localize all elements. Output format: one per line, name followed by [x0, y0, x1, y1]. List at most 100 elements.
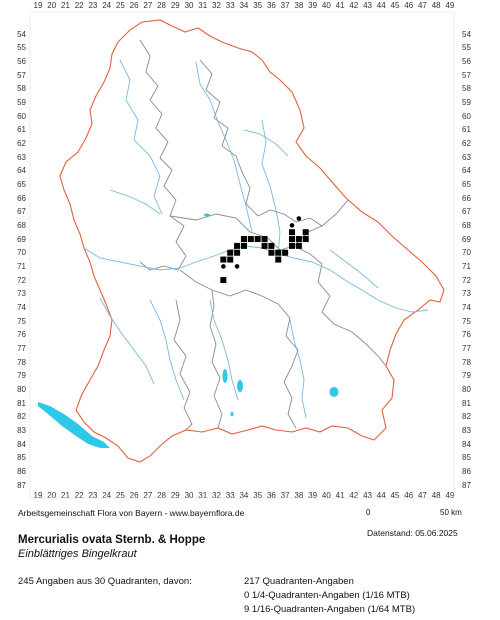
x-tick-label: 45	[390, 491, 400, 500]
x-tick-label: 21	[61, 1, 70, 10]
y-tick-label: 81	[462, 398, 471, 408]
y-tick-label: 82	[462, 412, 471, 422]
x-tick-label: 24	[102, 1, 112, 10]
x-tick-label: 42	[349, 1, 359, 10]
y-tick-label: 64	[462, 166, 471, 176]
occurrence-quadrant	[289, 229, 296, 236]
x-tick-label: 23	[88, 491, 98, 500]
y-tick-label: 66	[17, 193, 26, 203]
occurrence-dot	[296, 216, 302, 221]
x-tick-label: 46	[404, 491, 414, 500]
x-tick-label: 26	[129, 1, 139, 10]
y-tick-label: 78	[17, 357, 26, 367]
y-tick-label: 80	[462, 384, 471, 394]
x-tick-label: 33	[225, 491, 235, 500]
x-tick-label: 35	[253, 491, 263, 500]
x-tick-label: 45	[390, 1, 400, 10]
occurrence-quadrant	[254, 236, 261, 243]
x-tick-label: 22	[74, 1, 84, 10]
common-name: Einblättriges Bingelkraut	[18, 548, 137, 560]
x-tick-label: 32	[212, 491, 221, 500]
y-tick-label: 60	[462, 111, 471, 121]
occurrence-quadrant	[268, 249, 275, 256]
y-tick-label: 77	[17, 343, 26, 353]
y-tick-label: 59	[17, 97, 26, 107]
y-tick-label: 83	[17, 425, 26, 435]
y-tick-label: 74	[462, 302, 471, 312]
y-tick-label: 67	[462, 207, 471, 217]
occurrence-quadrants	[220, 229, 309, 284]
occurrence-dot	[282, 250, 288, 256]
y-tick-label: 70	[462, 248, 471, 258]
y-tick-label: 64	[17, 166, 26, 176]
y-tick-label: 63	[17, 152, 26, 162]
y-tick-label: 71	[17, 261, 26, 271]
x-tick-label: 29	[170, 1, 180, 10]
occurrence-quadrant	[220, 277, 227, 284]
occurrence-quadrant	[240, 242, 247, 249]
x-tick-label: 37	[280, 1, 290, 10]
y-tick-label: 74	[17, 302, 26, 312]
records-summary: 245 Angaben aus 30 Quadranten, davon:	[18, 576, 192, 587]
y-tick-label: 73	[462, 289, 471, 299]
x-tick-label: 32	[212, 1, 221, 10]
x-tick-label: 19	[33, 491, 43, 500]
y-tick-label: 83	[462, 425, 471, 435]
bavaria-state-border	[59, 19, 445, 463]
x-tick-label: 21	[61, 491, 70, 500]
y-tick-label: 68	[17, 220, 26, 230]
occurrence-quadrant	[234, 242, 241, 249]
occurrence-quadrant	[220, 256, 227, 263]
y-tick-label: 61	[462, 125, 471, 135]
y-tick-label: 58	[462, 84, 471, 94]
y-tick-label: 60	[17, 111, 26, 121]
organization-credit: Arbeitsgemeinschaft Flora von Bayern - w…	[18, 508, 245, 518]
y-tick-label: 69	[462, 234, 471, 244]
occurrence-quadrant	[234, 249, 241, 256]
occurrence-dot	[289, 223, 295, 228]
x-tick-label: 47	[417, 491, 427, 500]
y-tick-label: 69	[17, 234, 26, 244]
y-tick-label: 55	[462, 43, 471, 53]
y-tick-label: 65	[462, 179, 471, 189]
y-tick-label: 73	[17, 289, 26, 299]
occurrence-quadrant	[268, 242, 275, 249]
x-tick-label: 30	[184, 491, 194, 500]
occurrence-dots	[221, 216, 302, 269]
y-tick-label: 80	[17, 384, 26, 394]
x-tick-label: 20	[47, 491, 57, 500]
x-tick-label: 39	[308, 1, 318, 10]
occurrence-quadrant	[302, 236, 309, 243]
x-tick-label: 43	[363, 491, 372, 500]
occurrence-dot	[221, 264, 226, 269]
y-tick-label: 66	[462, 193, 471, 203]
x-tick-label: 48	[431, 1, 441, 10]
x-tick-label: 28	[157, 1, 167, 10]
distribution-map	[29, 11, 455, 499]
y-tick-label: 72	[462, 275, 471, 285]
occurrence-quadrant	[295, 242, 302, 249]
x-tick-label: 27	[143, 1, 153, 10]
x-tick-label: 31	[198, 491, 208, 500]
y-tick-label: 84	[17, 439, 26, 449]
y-tick-label: 55	[17, 43, 26, 53]
y-tick-label: 87	[17, 480, 26, 490]
y-tick-label: 59	[462, 97, 471, 107]
x-tick-label: 30	[184, 1, 194, 10]
occurrence-quadrant	[240, 236, 247, 243]
occurrence-dot	[234, 264, 240, 269]
y-tick-label: 87	[462, 480, 471, 490]
data-date: Datenstand: 05.06.2025	[367, 528, 458, 538]
occurrence-quadrant	[289, 242, 296, 249]
y-tick-label: 84	[462, 439, 471, 449]
x-tick-label: 49	[445, 491, 455, 500]
x-tick-label: 40	[321, 491, 331, 500]
y-tick-label: 77	[462, 343, 471, 353]
occurrence-quadrant	[261, 236, 268, 243]
y-tick-label: 67	[17, 207, 26, 217]
occurrence-quadrant	[295, 236, 302, 243]
x-tick-label: 37	[280, 491, 290, 500]
x-tick-label: 31	[198, 1, 208, 10]
y-tick-label: 56	[462, 56, 471, 66]
x-tick-label: 22	[74, 491, 84, 500]
